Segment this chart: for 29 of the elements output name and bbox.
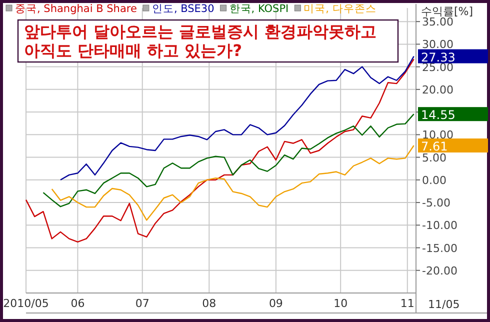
x-tick-label: 10 xyxy=(334,297,348,310)
y-tick-label: -5.00 xyxy=(422,196,450,210)
y-tick-label: 35.00 xyxy=(422,16,454,29)
line-series xyxy=(51,144,414,221)
text: 인도, BSE30 xyxy=(152,3,214,15)
y-tick-label: -15.00 xyxy=(422,242,458,255)
text: 한국, KOSPI xyxy=(229,3,289,15)
y-tick-label: -20.00 xyxy=(422,264,458,278)
x-tick-label: 2010/05 xyxy=(3,297,49,310)
data-label: 14.55 xyxy=(421,108,456,122)
text: 앞다투어 달아오르는 글로벌증시 환경파악못하고 아직도 단타매매 하고 있는가? xyxy=(24,22,377,60)
y-tick-label: -10.00 xyxy=(422,219,458,232)
y-tick-label: 20.00 xyxy=(422,83,454,96)
x-tick-label: 11 xyxy=(400,297,414,310)
x-tick-label: 08 xyxy=(202,297,216,310)
text: 중국, Shanghai B Share xyxy=(15,3,137,15)
data-label: 7.61 xyxy=(421,139,448,154)
y-tick-label: 0.00 xyxy=(422,174,446,187)
y-tick-label: 5.00 xyxy=(422,151,446,164)
y-tick-label: 10.00 xyxy=(422,128,454,142)
line-series xyxy=(42,113,414,208)
line-series xyxy=(25,58,414,242)
x-tick-label: 09 xyxy=(268,297,283,310)
x-tick-label: 07 xyxy=(135,297,150,310)
text: 11/05 xyxy=(428,298,460,311)
x-tick-label: 06 xyxy=(70,297,85,310)
text: 미국, 다우존스 xyxy=(304,3,376,15)
y-tick-label: 30.00 xyxy=(422,38,454,52)
y-axis-title: 수익률[%] xyxy=(421,5,474,18)
